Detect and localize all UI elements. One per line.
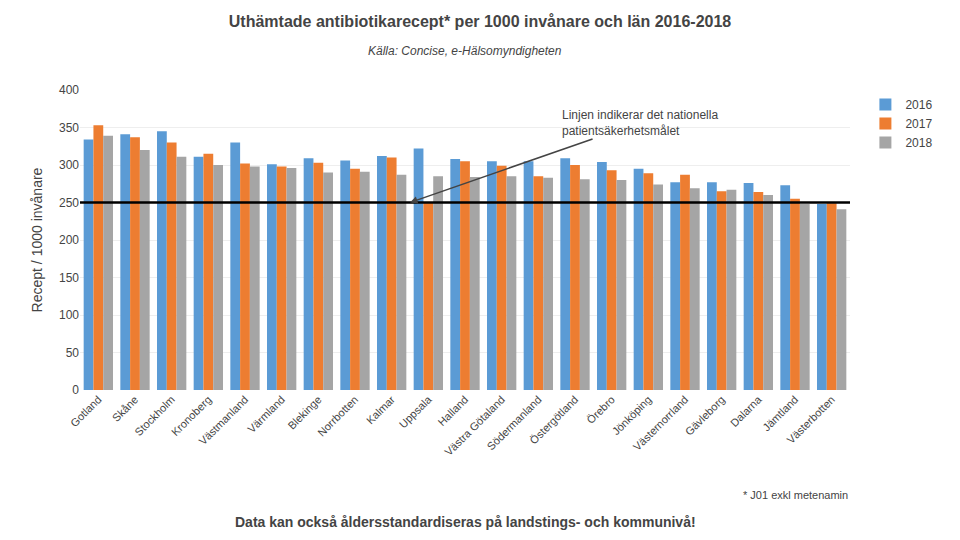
svg-text:400: 400: [59, 83, 79, 97]
svg-text:0: 0: [72, 383, 79, 397]
svg-text:Västmanland: Västmanland: [196, 393, 250, 447]
svg-text:Värmland: Värmland: [245, 393, 287, 435]
svg-text:200: 200: [59, 233, 79, 247]
svg-text:50: 50: [66, 346, 80, 360]
svg-text:100: 100: [59, 308, 79, 322]
svg-text:Örebro: Örebro: [584, 393, 617, 426]
svg-text:Kalmar: Kalmar: [364, 393, 397, 426]
svg-text:Gotland: Gotland: [68, 393, 104, 429]
svg-text:Jämtland: Jämtland: [760, 393, 800, 433]
svg-text:2018: 2018: [905, 136, 932, 150]
svg-text:2016: 2016: [905, 98, 932, 112]
svg-text:Skåne: Skåne: [110, 393, 141, 424]
svg-text:Västra Götaland: Västra Götaland: [442, 393, 507, 458]
svg-text:300: 300: [59, 158, 79, 172]
svg-text:* J01 exkl metenamin: * J01 exkl metenamin: [743, 489, 848, 501]
svg-text:Recept / 1000 invånare: Recept / 1000 invånare: [29, 167, 45, 312]
svg-text:Västerbotten: Västerbotten: [784, 393, 837, 446]
svg-text:Uthämtade antibiotikarecept* p: Uthämtade antibiotikarecept* per 1000 in…: [229, 13, 732, 30]
svg-text:Uppsala: Uppsala: [397, 393, 435, 431]
svg-text:350: 350: [59, 121, 79, 135]
svg-text:Västernorrland: Västernorrland: [631, 393, 691, 453]
svg-text:Kronoberg: Kronoberg: [169, 393, 214, 438]
svg-text:150: 150: [59, 271, 79, 285]
svg-text:Halland: Halland: [435, 393, 470, 428]
svg-text:Östergötland: Östergötland: [527, 393, 580, 446]
svg-text:Södermanland: Södermanland: [485, 393, 544, 452]
svg-text:Källa: Concise, e-Hälsomyndigh: Källa: Concise, e-Hälsomyndigheten: [368, 44, 562, 58]
svg-text:2017: 2017: [905, 117, 932, 131]
svg-text:Linjen indikerar det nationell: Linjen indikerar det nationellapatientsä…: [562, 108, 718, 138]
svg-text:Stockholm: Stockholm: [132, 393, 177, 438]
svg-text:Jönköping: Jönköping: [610, 393, 654, 437]
svg-text:Data kan också åldersstandardi: Data kan också åldersstandardiseras på l…: [235, 514, 696, 530]
svg-text:Blekinge: Blekinge: [285, 393, 323, 431]
svg-text:Dalarna: Dalarna: [728, 393, 764, 429]
svg-text:Gävleborg: Gävleborg: [683, 393, 727, 437]
svg-text:250: 250: [59, 196, 79, 210]
svg-text:Norrbotten: Norrbotten: [315, 393, 360, 438]
